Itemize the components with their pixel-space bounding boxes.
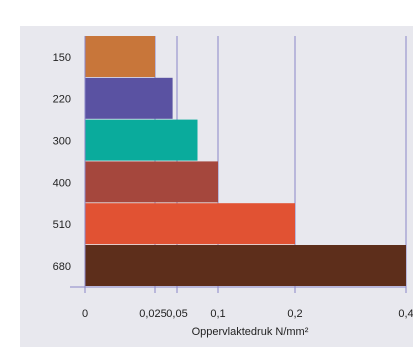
- tick-label-0-4: 0,4: [398, 308, 413, 320]
- tick-label-0: 0: [82, 308, 88, 320]
- category-label-220: 220: [53, 94, 71, 106]
- bar-510: [85, 203, 295, 245]
- x-axis-label: Oppervlaktedruk N/mm²: [192, 326, 309, 338]
- bar-300: [85, 119, 198, 161]
- category-label-150: 150: [53, 52, 71, 64]
- category-label-400: 400: [53, 177, 71, 189]
- bar-220: [85, 77, 173, 119]
- tick-label-0-025: 0,025: [139, 308, 167, 320]
- category-label-510: 510: [53, 219, 71, 231]
- tick-label-0-1: 0,1: [210, 308, 225, 320]
- bar-680: [85, 245, 406, 286]
- bar-150: [85, 36, 155, 77]
- bar-400: [85, 161, 218, 203]
- tick-label-0-2: 0,2: [287, 308, 302, 320]
- category-label-300: 300: [53, 136, 71, 148]
- category-label-680: 680: [53, 261, 71, 273]
- tick-label-0-05: 0,05: [166, 308, 187, 320]
